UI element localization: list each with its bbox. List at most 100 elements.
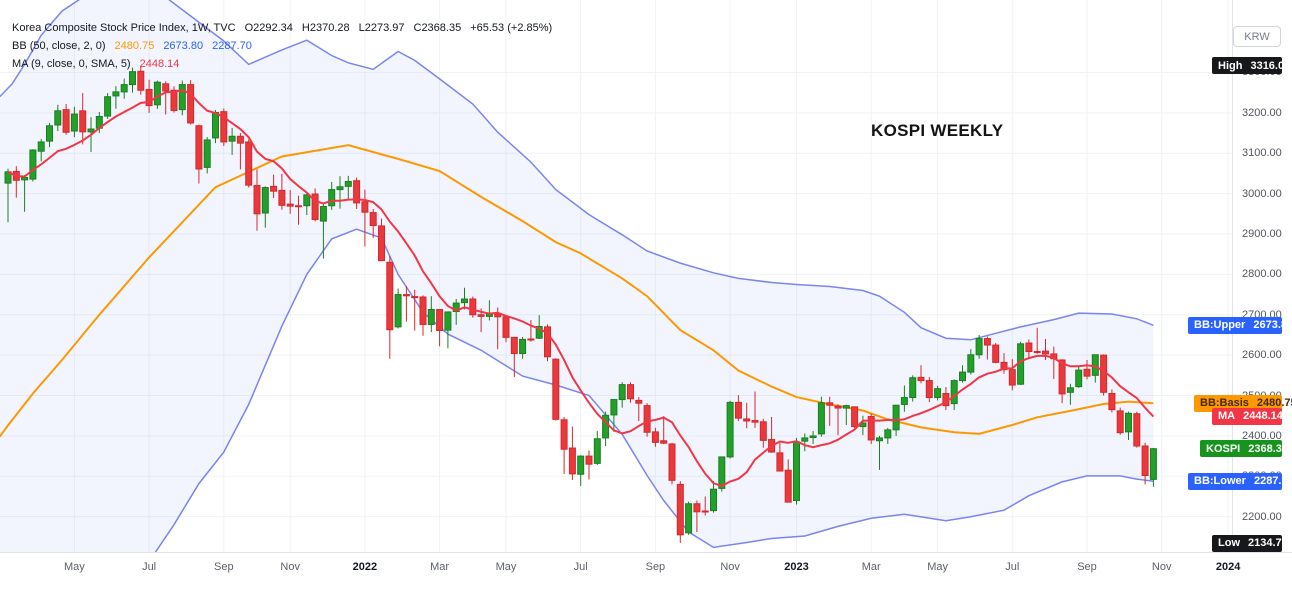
y-axis-tick: 2200.00 bbox=[1242, 510, 1282, 523]
legend-bb-row[interactable]: BB (50, close, 2, 0) 2480.75 2673.80 228… bbox=[12, 37, 552, 55]
candle bbox=[701, 496, 709, 516]
candle bbox=[867, 413, 875, 444]
candle bbox=[552, 358, 560, 421]
candle bbox=[1108, 389, 1116, 413]
x-axis-tick: Sep bbox=[1077, 561, 1097, 573]
candle bbox=[801, 433, 809, 452]
bb-lower-value: 2287.70 bbox=[212, 40, 252, 52]
candle bbox=[1100, 354, 1108, 396]
candle bbox=[743, 402, 751, 429]
x-axis-tick: Mar bbox=[430, 561, 450, 573]
candle bbox=[900, 385, 908, 412]
candle bbox=[378, 218, 385, 262]
low-value: L2273.97 bbox=[358, 22, 405, 34]
currency-toggle-button[interactable]: KRW bbox=[1233, 26, 1281, 47]
candle bbox=[685, 501, 693, 535]
candle bbox=[112, 86, 120, 109]
candle bbox=[195, 124, 203, 184]
ma-indicator-title: MA (9, close, 0, SMA, 5) bbox=[12, 58, 131, 70]
x-axis-tick: Sep bbox=[645, 561, 666, 573]
candle bbox=[178, 80, 186, 116]
x-axis-tick: 2024 bbox=[1215, 561, 1241, 573]
candle bbox=[585, 450, 593, 480]
chart-annotation-text: KOSPI WEEKLY bbox=[871, 121, 1004, 140]
high-value: H2370.28 bbox=[301, 22, 350, 34]
candle bbox=[834, 404, 842, 436]
price-label-value: 2673.80 bbox=[1253, 319, 1292, 332]
candle bbox=[261, 186, 269, 228]
candle bbox=[577, 455, 585, 486]
candle bbox=[369, 208, 377, 239]
candle bbox=[228, 127, 236, 155]
candle bbox=[627, 382, 634, 403]
price-label-value: 2134.77 bbox=[1248, 537, 1288, 549]
candle bbox=[137, 65, 145, 95]
price-label-value: 2287.70 bbox=[1253, 475, 1292, 488]
candle bbox=[1066, 383, 1074, 405]
legend-symbol-row[interactable]: Korea Composite Stock Price Index, 1W, T… bbox=[12, 19, 552, 37]
price-label-name: BB:Lower bbox=[1194, 475, 1246, 488]
price-label-value: 2368.35 bbox=[1248, 442, 1288, 455]
price-label-bb-lower: BB:Lower 2287.70 bbox=[1188, 472, 1292, 490]
candle bbox=[1133, 411, 1141, 448]
candle bbox=[1000, 353, 1008, 374]
price-label-value: 3316.08 bbox=[1250, 59, 1291, 72]
time-axis[interactable]: May Jul Sep Nov 2022 Mar May Jul Sep Nov 2023 Mar Ma… bbox=[0, 552, 1292, 581]
candle bbox=[1033, 327, 1041, 354]
candle bbox=[826, 396, 834, 426]
candle bbox=[1141, 442, 1149, 485]
candle bbox=[983, 336, 991, 360]
candle bbox=[411, 289, 419, 331]
price-chart-canvas[interactable] bbox=[0, 0, 1232, 552]
candle bbox=[917, 365, 925, 384]
candle bbox=[253, 169, 261, 231]
candle bbox=[402, 286, 410, 322]
candle bbox=[726, 400, 734, 459]
bb-basis-value: 2480.75 bbox=[114, 40, 155, 52]
price-axis[interactable]: 2200.002300.002400.002500.002600.002700.… bbox=[1232, 0, 1292, 552]
price-label-kospi: KOSPI 2368.35 bbox=[1200, 440, 1288, 458]
candle bbox=[129, 67, 136, 93]
price-label-name: Low bbox=[1218, 537, 1240, 549]
x-axis-tick: Sep bbox=[214, 561, 234, 573]
y-axis-tick: 3100.00 bbox=[1242, 147, 1282, 160]
price-label-name: MA bbox=[1218, 410, 1236, 423]
y-axis-tick: 3000.00 bbox=[1242, 187, 1282, 200]
y-axis-tick: 2800.00 bbox=[1242, 268, 1282, 281]
candle bbox=[1116, 407, 1124, 435]
candle bbox=[1091, 354, 1099, 383]
candle bbox=[618, 382, 626, 408]
change-value: +65.53 (+2.85%) bbox=[470, 22, 553, 34]
candle bbox=[319, 204, 327, 259]
bb-upper-line bbox=[0, 0, 1154, 341]
candle bbox=[386, 255, 394, 359]
x-axis-tick: Nov bbox=[720, 561, 740, 573]
candle bbox=[303, 193, 311, 216]
candle bbox=[104, 93, 112, 119]
candle bbox=[784, 459, 792, 503]
candle bbox=[959, 365, 966, 383]
candle bbox=[419, 295, 427, 336]
candle bbox=[295, 195, 302, 225]
candle bbox=[635, 397, 643, 421]
legend-ma-row[interactable]: MA (9, close, 0, SMA, 5) 2448.14 bbox=[12, 55, 552, 73]
candle bbox=[519, 336, 527, 359]
candle bbox=[1075, 366, 1083, 388]
candle bbox=[469, 296, 477, 318]
price-label-ma: MA 2448.14 bbox=[1212, 407, 1283, 425]
candle bbox=[817, 396, 825, 437]
candle bbox=[120, 78, 128, 99]
candle bbox=[776, 442, 784, 472]
candle bbox=[751, 391, 759, 428]
candle bbox=[187, 80, 195, 125]
candle bbox=[461, 287, 468, 310]
candle bbox=[851, 406, 859, 429]
price-label-bb-upper: BB:Upper 2673.80 bbox=[1188, 316, 1292, 334]
x-axis-tick: 2023 bbox=[784, 561, 809, 573]
candle bbox=[270, 174, 278, 199]
candle bbox=[394, 288, 402, 329]
y-axis-tick: 2900.00 bbox=[1242, 228, 1282, 240]
candle bbox=[46, 122, 53, 148]
candle bbox=[245, 139, 253, 188]
x-axis-tick: Jul bbox=[1005, 561, 1020, 573]
